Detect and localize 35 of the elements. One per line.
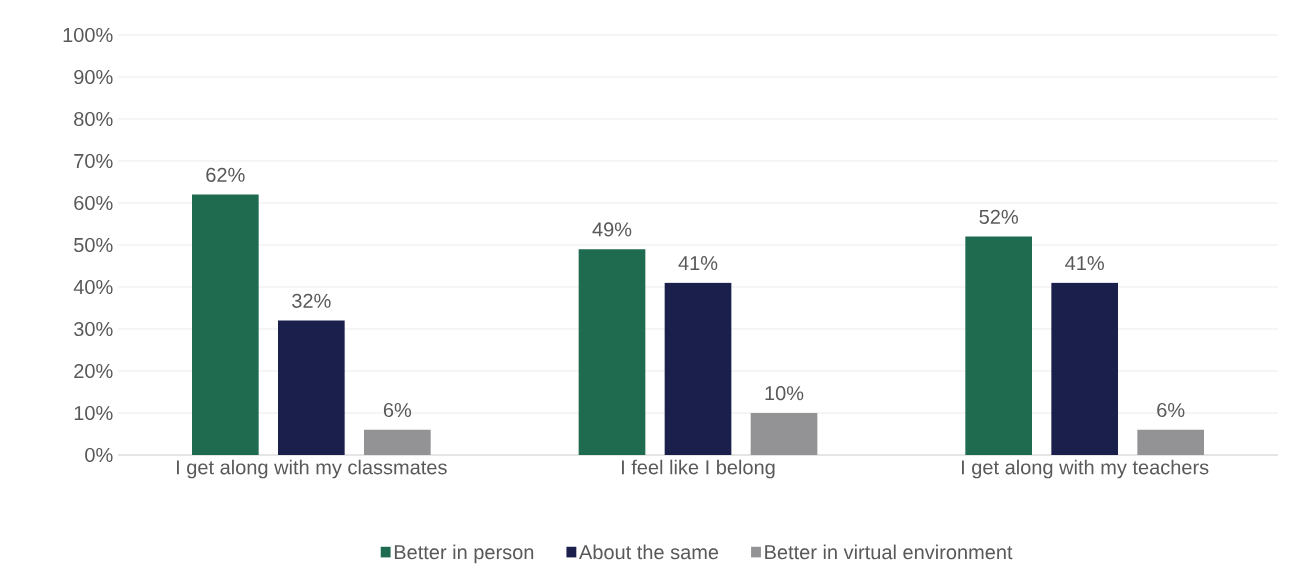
bar <box>750 413 818 455</box>
data-label: 62% <box>206 167 245 182</box>
y-tick-label: 30% <box>74 321 113 337</box>
x-tick-label: I feel like I belong <box>622 459 775 479</box>
bar <box>1051 282 1119 455</box>
bar <box>278 320 345 455</box>
x-tick-label: I get along with my teachers <box>962 459 1209 479</box>
y-tick-label: 40% <box>73 279 113 295</box>
y-tick-label: 70% <box>74 153 113 169</box>
y-tick-label: 10% <box>74 405 113 421</box>
data-label: 41% <box>678 256 718 271</box>
data-label: 41% <box>1065 256 1104 271</box>
y-tick-label: 0% <box>85 447 113 463</box>
bar <box>664 282 732 455</box>
y-tick-label: 80% <box>74 111 113 127</box>
data-label: 6% <box>383 402 412 418</box>
bar <box>192 194 259 455</box>
y-tick-label: 60% <box>74 195 113 211</box>
bar <box>578 249 646 455</box>
data-label: 32% <box>292 293 331 308</box>
bar <box>364 429 431 455</box>
y-tick-label: 20% <box>74 363 113 379</box>
legend-label: Better in person <box>394 544 534 564</box>
legend-label: About the same <box>579 544 719 560</box>
data-label: 6% <box>1157 402 1185 418</box>
x-tick-label: I get along with my classmates <box>177 459 447 479</box>
y-tick-label: 100% <box>63 27 113 43</box>
data-label: 10% <box>765 386 804 401</box>
y-tick-label: 90% <box>74 69 113 85</box>
data-label: 49% <box>592 222 632 237</box>
bar <box>965 236 1033 455</box>
data-label: 52% <box>979 209 1018 224</box>
legend-label: Better in virtual environment <box>765 544 1013 560</box>
bar <box>1137 429 1205 455</box>
y-tick-label: 50% <box>74 237 113 253</box>
